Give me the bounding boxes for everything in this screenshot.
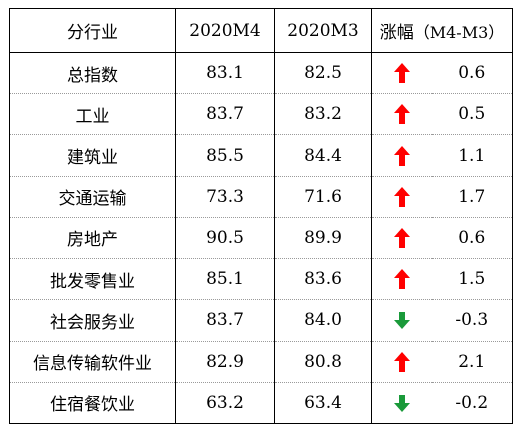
cell-trend [371,299,432,342]
cell-2020m3: 84.4 [274,134,372,177]
red-up-arrow-icon [393,63,410,84]
cell-industry: 批发零售业 [9,258,176,300]
cell-industry: 交通运输 [9,175,176,218]
cell-2020m3: 83.6 [274,258,372,300]
cell-industry: 总指数 [9,52,176,94]
cell-2020m4: 83.7 [175,299,275,342]
cell-2020m3: 71.6 [274,175,372,218]
table-body: 总指数 83.1 82.5 0.6 工业 83.7 83.2 0.5 建筑业 85.5 84.4 1.… [9,52,513,424]
header-2020m4: 2020M4 [175,8,275,53]
table-row: 信息传输软件业 82.9 80.8 2.1 [9,340,513,383]
green-down-arrow-icon [393,393,410,413]
cell-industry: 工业 [9,93,176,135]
cell-2020m4: 85.1 [175,258,275,300]
cell-change: 1.5 [431,258,513,300]
cell-trend [371,93,432,135]
header-2020m3: 2020M3 [274,8,372,53]
table-row: 住宿餐饮业 63.2 63.4 -0.2 [9,381,513,424]
table-row: 社会服务业 83.7 84.0 -0.3 [9,299,513,342]
cell-change: 1.7 [431,175,513,218]
red-up-arrow-icon [393,227,410,248]
cell-2020m3: 89.9 [274,216,372,259]
cell-2020m3: 82.5 [274,52,372,94]
red-up-arrow-icon [393,269,410,290]
red-up-arrow-icon [393,145,410,166]
cell-trend [371,258,432,300]
cell-trend [371,216,432,259]
header-change-label: 涨幅 [379,23,414,43]
header-industry: 分行业 [9,8,176,53]
table-row: 交通运输 73.3 71.6 1.7 [9,175,513,218]
cell-industry: 信息传输软件业 [9,340,176,383]
cell-2020m3: 83.2 [274,93,372,135]
cell-industry: 房地产 [9,216,176,259]
red-up-arrow-icon [393,351,410,372]
cell-change: -0.3 [431,299,513,342]
cell-change: 0.6 [431,216,513,259]
cell-2020m3: 84.0 [274,299,372,342]
cell-2020m4: 90.5 [175,216,275,259]
cell-change: 2.1 [431,340,513,383]
table-row: 批发零售业 85.1 83.6 1.5 [9,258,513,300]
cell-trend [372,53,432,94]
cell-2020m4: 82.9 [175,340,275,383]
cell-change: 0.6 [458,63,486,84]
cell-2020m4: 83.1 [175,52,275,94]
cell-trend [371,381,432,424]
cell-industry: 住宿餐饮业 [9,381,176,424]
table-header-row: 分行业 2020M4 2020M3 涨幅（M4-M3） [9,8,513,53]
cell-change: -0.2 [431,381,513,424]
cell-2020m3: 80.8 [274,340,372,383]
green-down-arrow-icon [393,310,410,330]
cell-trend [371,175,432,218]
cell-2020m3: 63.4 [274,381,372,424]
cell-industry: 社会服务业 [9,299,176,342]
cell-2020m4: 83.7 [175,93,275,135]
table-row: 工业 83.7 83.2 0.5 [9,93,513,135]
header-change-range: （M4-M3） [413,23,505,42]
cell-change: 0.5 [431,93,513,135]
red-up-arrow-icon [393,186,410,207]
cell-trend [371,340,432,383]
industry-index-table: 分行业 2020M4 2020M3 涨幅（M4-M3） 总指数 83.1 82.5 0… [9,8,514,424]
table-row: 建筑业 85.5 84.4 1.1 [9,134,513,177]
table-row: 总指数 83.1 82.5 0.6 [9,52,513,94]
cell-trend [371,134,432,177]
red-up-arrow-icon [393,104,410,125]
cell-2020m4: 73.3 [175,175,275,218]
cell-2020m4: 63.2 [175,381,275,424]
cell-change: 1.1 [431,134,513,177]
cell-industry: 建筑业 [9,134,176,177]
header-change: 涨幅（M4-M3） [371,8,513,53]
table-row: 房地产 90.5 89.9 0.6 [9,216,513,259]
cell-2020m4: 85.5 [175,134,275,177]
